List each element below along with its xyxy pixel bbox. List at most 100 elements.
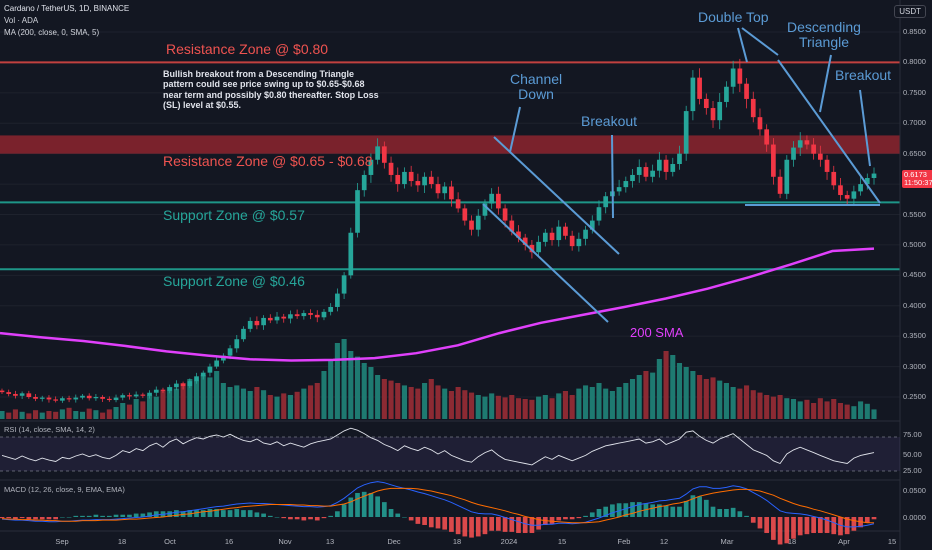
candle: [133, 391, 139, 399]
candle: [623, 176, 629, 193]
candle: [650, 164, 655, 183]
candle: [314, 310, 320, 323]
candle: [187, 378, 193, 389]
resistance-080-label: Resistance Zone @ $0.80: [166, 41, 329, 57]
candle: [26, 390, 32, 399]
candle-body: [750, 98, 756, 118]
macd-hist-bar: [46, 517, 52, 520]
volume-bar: [817, 398, 823, 419]
candle: [267, 314, 273, 324]
candle-body: [100, 397, 105, 399]
volume-bar: [482, 396, 488, 419]
macd-hist-bar: [120, 514, 126, 517]
time-tick-label: 12: [659, 537, 669, 546]
channel-down-label: Channel Down: [510, 71, 563, 102]
volume-bar: [549, 398, 555, 419]
volume-bar: [556, 393, 562, 419]
candle: [703, 93, 709, 115]
candle-body: [757, 117, 763, 130]
candle-body: [643, 167, 649, 177]
macd-hist-bar: [227, 510, 233, 517]
candle: [200, 370, 206, 380]
macd-hist-bar: [321, 517, 327, 519]
macd-hist-bar: [415, 517, 421, 524]
candle-body: [133, 394, 139, 397]
candle-body: [469, 220, 474, 230]
candle: [596, 200, 602, 226]
volume-label[interactable]: Vol · ADA: [4, 16, 39, 25]
macd-hist-bar: [428, 517, 434, 528]
macd-hist-bar: [449, 517, 454, 532]
volume-bar: [824, 401, 830, 419]
macd-hist-bar: [422, 517, 427, 526]
volume-bar: [529, 399, 535, 419]
volume-bar: [723, 383, 729, 419]
macd-hist-bar: [341, 504, 347, 517]
candle: [777, 169, 783, 199]
macd-pane-label[interactable]: MACD (12, 26, close, 9, EMA, EMA): [4, 485, 125, 494]
time-tick-label: 18: [117, 537, 127, 546]
candle: [744, 78, 749, 109]
candle-body: [261, 317, 266, 326]
candle: [6, 389, 12, 397]
candle: [301, 310, 307, 320]
candle-body: [234, 339, 240, 349]
volume-bar: [683, 367, 689, 419]
volume-bar: [361, 363, 367, 419]
candle-body: [381, 146, 387, 163]
volume-bar: [603, 388, 609, 419]
symbol-title[interactable]: Cardano / TetherUS, 1D, BINANCE: [4, 4, 130, 13]
candle: [784, 155, 790, 200]
rsi-pane-label[interactable]: RSI (14, close, SMA, 14, 2): [4, 425, 95, 434]
candle-body: [86, 395, 92, 399]
time-tick-label: Dec: [387, 537, 401, 546]
macd-hist-bar: [482, 517, 488, 535]
currency-button[interactable]: USDT: [894, 5, 926, 18]
candle: [19, 391, 25, 400]
candle-body: [167, 387, 173, 391]
candle-body: [361, 174, 367, 191]
candle: [241, 326, 246, 342]
last-price-value: 0.6173: [904, 170, 927, 179]
volume-bar: [737, 388, 743, 419]
candle-body: [851, 191, 857, 199]
macd-hist-bar: [824, 517, 830, 534]
candle: [308, 309, 313, 320]
volume-bar: [536, 396, 542, 419]
volume-bar: [381, 379, 387, 419]
ma-label[interactable]: MA (200, close, 0, SMA, 5): [4, 28, 100, 37]
volume-bar: [509, 395, 515, 419]
macd-hist-bar: [522, 517, 528, 534]
volume-bar: [717, 380, 723, 419]
macd-hist-bar: [496, 517, 501, 531]
macd-hist-bar: [777, 517, 783, 545]
candle-body: [80, 395, 85, 398]
candle: [234, 335, 240, 353]
rsi-tick-75: 75.00: [903, 430, 922, 439]
arrow-double-top-right: [741, 27, 779, 56]
volume-bar: [348, 351, 354, 419]
volume-bar: [569, 395, 575, 419]
candle-body: [844, 195, 850, 199]
candle-body: [274, 316, 280, 321]
candle-body: [0, 390, 5, 393]
macd-hist-bar: [502, 517, 508, 532]
candle-body: [730, 68, 736, 87]
candle: [261, 315, 266, 330]
candle: [180, 381, 186, 390]
candle-body: [301, 313, 307, 317]
candle: [750, 91, 756, 123]
candle-body: [428, 176, 434, 185]
volume-bar: [26, 413, 32, 419]
volume-bar: [274, 396, 280, 419]
candle: [824, 155, 830, 180]
candle-body: [335, 293, 340, 307]
volume-bar: [475, 395, 481, 419]
macd-hist-bar: [301, 517, 307, 521]
volume-bar: [254, 387, 260, 419]
candle: [730, 60, 736, 94]
macd-hist-bar: [361, 491, 367, 517]
candle: [496, 186, 501, 215]
candle-body: [522, 237, 528, 245]
